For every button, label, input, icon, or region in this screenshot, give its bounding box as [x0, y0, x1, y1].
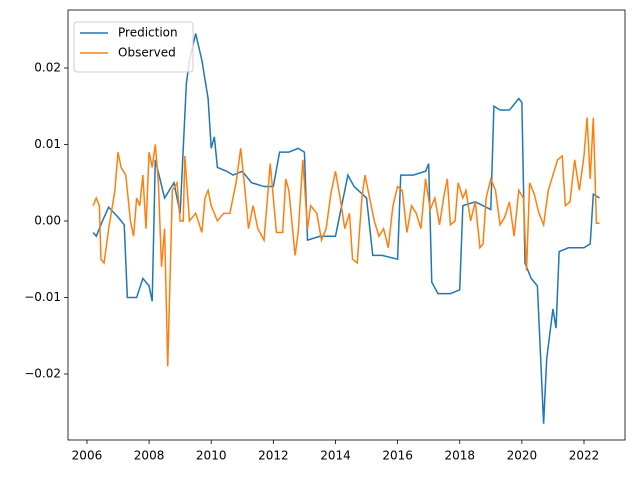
- y-tick-label: 0.02: [34, 60, 61, 74]
- x-tick-label: 2006: [72, 449, 103, 463]
- x-tick-label: 2010: [196, 449, 227, 463]
- x-tick-label: 2012: [258, 449, 289, 463]
- legend-box: [73, 21, 194, 73]
- x-tick-label: 2008: [134, 449, 165, 463]
- y-tick-label: −0.01: [24, 290, 61, 304]
- series-line: [92, 117, 600, 367]
- x-tick-label: 2018: [444, 449, 475, 463]
- y-tick-label: −0.02: [24, 366, 61, 380]
- x-tick-label: 2022: [569, 449, 600, 463]
- legend-label: Prediction: [118, 26, 178, 40]
- x-tick-label: 2016: [382, 449, 413, 463]
- legend-label: Observed: [118, 46, 176, 60]
- plot-frame: [67, 9, 626, 441]
- x-tick-label: 2020: [507, 449, 538, 463]
- y-tick-label: 0.01: [34, 137, 61, 151]
- x-tick-label: 2014: [320, 449, 351, 463]
- y-tick-label: 0.00: [34, 213, 61, 227]
